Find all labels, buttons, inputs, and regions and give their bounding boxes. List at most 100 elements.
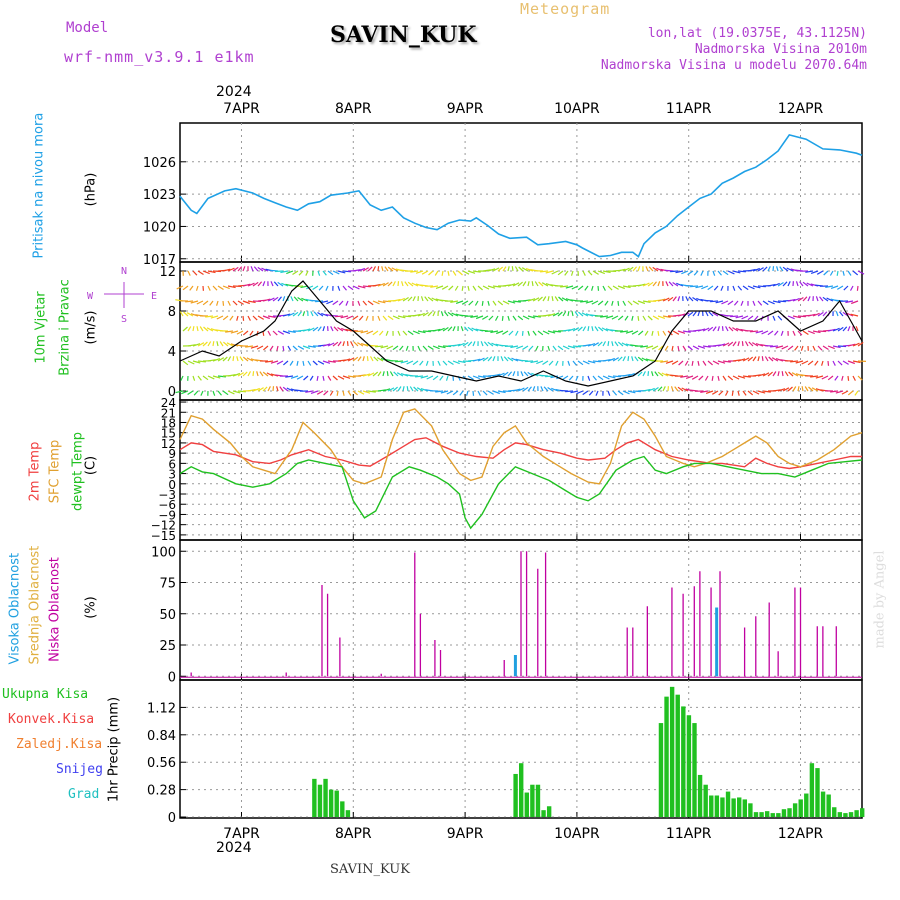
wind-barb	[700, 270, 704, 276]
wind-barb	[197, 375, 202, 381]
wind-barb	[617, 356, 623, 362]
wind-barb	[395, 360, 404, 363]
wind-barb	[392, 315, 400, 320]
wind-barb	[836, 270, 839, 276]
wind-barb	[387, 266, 394, 272]
wind-barb	[187, 270, 191, 276]
wind-barb	[585, 300, 594, 304]
wind-barb	[495, 330, 504, 335]
wind-barb	[761, 356, 764, 362]
wind-barb	[587, 270, 593, 276]
wind-barb	[808, 386, 814, 392]
wind-barb	[297, 296, 304, 302]
wind-barb	[317, 360, 325, 365]
wind-barb	[584, 285, 589, 291]
wind-barb	[242, 330, 249, 336]
wind-barb	[752, 356, 757, 362]
wind-barb	[625, 330, 634, 334]
wind-barb	[307, 345, 316, 348]
wind-barb	[342, 375, 351, 379]
wind-barb	[353, 341, 359, 347]
wind-barb	[532, 315, 541, 318]
wind-barb	[591, 326, 594, 332]
wind-barb	[685, 375, 694, 379]
wind-barb	[541, 282, 549, 287]
wind-barb	[797, 330, 803, 336]
precip-bar	[753, 812, 759, 818]
y-tick-label: 24	[161, 396, 176, 410]
wind-barb	[708, 311, 714, 317]
precip-bar	[669, 686, 675, 818]
wind-barb	[598, 326, 604, 332]
wind-barb	[491, 342, 499, 347]
wind-barb	[617, 300, 620, 306]
wind-barb	[825, 285, 834, 288]
wind-barb	[252, 387, 261, 392]
wind-barb	[302, 311, 306, 317]
wind-barb	[322, 375, 325, 381]
wind-barb	[682, 345, 687, 351]
wind-barb	[727, 270, 735, 275]
wind-barb	[337, 341, 342, 347]
wind-barb	[531, 281, 534, 287]
wind-barb	[767, 266, 771, 272]
wind-barb	[775, 345, 784, 349]
wind-barb	[651, 371, 654, 377]
y-tick-label: 75	[159, 577, 176, 592]
wind-barb	[602, 375, 610, 380]
wind-barb	[397, 281, 400, 287]
wind-barb	[787, 281, 791, 287]
wind-barb	[681, 387, 689, 392]
wind-barb	[229, 315, 234, 321]
wind-barb	[511, 266, 514, 272]
wind-barb	[492, 285, 501, 288]
wind-barb	[472, 375, 481, 380]
wind-barb	[837, 360, 843, 366]
wind-barb	[432, 328, 441, 332]
wind-barb	[372, 330, 379, 336]
wind-barb	[728, 326, 734, 332]
wind-barb	[693, 270, 699, 276]
wind-barb	[279, 386, 284, 392]
wind-barb	[216, 341, 219, 347]
wind-barb	[257, 387, 264, 392]
wind-barb	[382, 371, 385, 377]
wind-barb	[411, 282, 419, 287]
wind-barb	[477, 357, 485, 362]
wind-barb	[800, 345, 804, 351]
wind-barb	[665, 281, 669, 287]
wind-barb	[767, 283, 776, 287]
wind-barb	[434, 270, 439, 276]
precip-bar	[317, 784, 323, 818]
wind-barb	[285, 375, 294, 378]
wind-barb	[787, 345, 794, 351]
wind-barb	[467, 375, 474, 381]
wind-barb	[276, 360, 284, 365]
wind-barb	[482, 390, 488, 396]
wind-barb	[662, 297, 670, 302]
wind-barb	[667, 296, 674, 302]
wind-barb	[592, 342, 600, 347]
wind-barb	[417, 330, 426, 334]
wind-barb	[567, 328, 576, 332]
wind-barb	[270, 360, 279, 364]
wind-barb	[232, 356, 235, 362]
wind-barb	[552, 330, 561, 333]
precip-bar	[323, 778, 328, 818]
wind-barb	[397, 315, 406, 319]
wind-barb	[237, 300, 244, 305]
wind-barb	[527, 298, 536, 302]
wind-barb	[632, 266, 638, 272]
wind-barb	[732, 285, 736, 291]
wind-barb	[721, 300, 729, 305]
wind-barb	[417, 312, 425, 317]
wind-barb	[792, 315, 801, 319]
wind-barb	[720, 285, 724, 291]
wind-barb	[432, 345, 440, 350]
wind-barb	[522, 386, 529, 392]
wind-barb	[369, 356, 374, 362]
wind-barb	[767, 300, 775, 305]
wind-barb	[523, 371, 529, 377]
wind-barb	[611, 300, 614, 306]
wind-barb	[422, 345, 428, 351]
